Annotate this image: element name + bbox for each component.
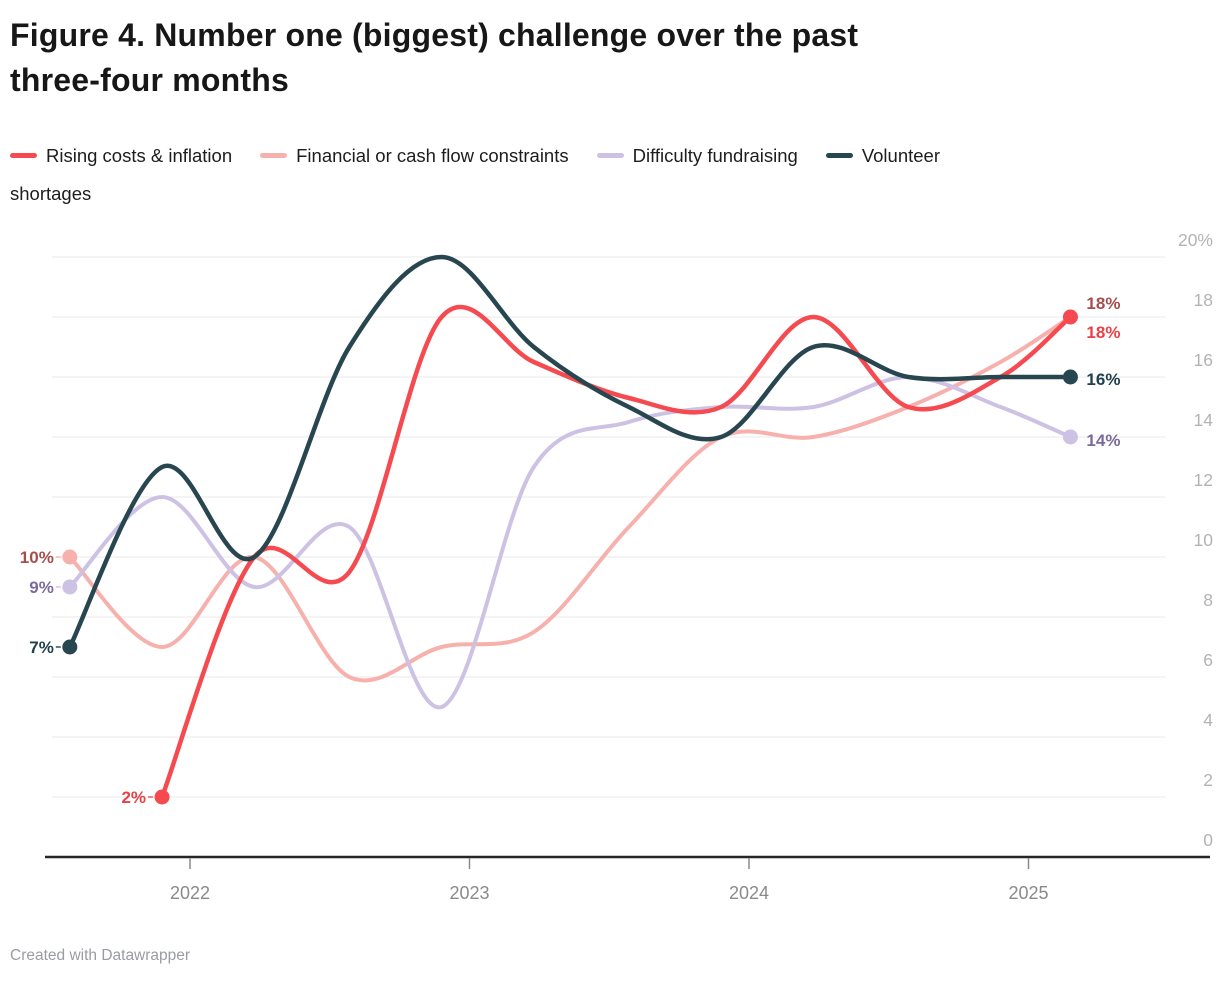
series-start-point-rising <box>154 789 170 805</box>
value-label-end-volunteer: 16% <box>1086 370 1120 389</box>
y-axis-label-12: 12 <box>1194 470 1213 490</box>
series-start-point-financial <box>62 549 78 565</box>
y-axis-label-0: 0 <box>1203 830 1213 850</box>
y-axis-label-16: 16 <box>1194 350 1213 370</box>
series-line-rising <box>159 304 1073 800</box>
y-axis-label-6: 6 <box>1203 650 1213 670</box>
figure-title-line-2: three-four months <box>10 62 289 98</box>
legend-item-financial: Financial or cash flow constraints <box>260 145 569 166</box>
legend-item-volunteer: Volunteer <box>825 145 941 166</box>
legend-item-difficulty: Difficulty fundraising <box>596 145 798 166</box>
value-label-start-difficulty: 9% <box>29 578 54 597</box>
value-label-start-volunteer: 7% <box>29 638 54 657</box>
attribution-text: Created with Datawrapper <box>10 947 191 964</box>
x-axis-label-2024: 2024 <box>729 883 769 903</box>
legend-label-rising: Rising costs & inflation <box>46 145 233 166</box>
y-axis-label-8: 8 <box>1203 590 1213 610</box>
series-line-volunteer <box>67 254 1073 650</box>
legend-swatch-volunteer <box>825 153 853 158</box>
legend-swatch-financial <box>260 153 288 158</box>
value-label-end-rising: 18% <box>1086 323 1120 342</box>
series-end-point-difficulty <box>1062 429 1078 445</box>
figure-title-line-1: Figure 4. Number one (biggest) challenge… <box>10 17 859 53</box>
legend-label-difficulty: Difficulty fundraising <box>632 145 798 166</box>
y-axis-label-18: 18 <box>1194 290 1213 310</box>
x-axis-label-2023: 2023 <box>449 883 489 903</box>
y-axis-label-2: 2 <box>1203 770 1213 790</box>
value-label-end-difficulty: 14% <box>1086 431 1120 450</box>
y-axis-label-10: 10 <box>1194 530 1214 550</box>
value-label-start-financial: 10% <box>20 548 54 567</box>
x-axis-label-2022: 2022 <box>170 883 210 903</box>
y-axis-label-4: 4 <box>1203 710 1213 730</box>
series-end-point-rising <box>1062 309 1078 325</box>
x-axis-label-2025: 2025 <box>1008 883 1048 903</box>
legend-label-financial: Financial or cash flow constraints <box>296 145 569 166</box>
series-line-difficulty <box>67 375 1073 710</box>
series-end-point-volunteer <box>1062 369 1078 385</box>
legend-item-rising: Rising costs & inflation <box>10 145 232 166</box>
series-start-point-volunteer <box>62 639 78 655</box>
legend-label-volunteer-overflow: shortages <box>10 183 92 204</box>
value-label-end-financial: 18% <box>1086 294 1120 313</box>
y-axis-label-20: 20% <box>1178 230 1213 250</box>
figure-title: Figure 4. Number one (biggest) challenge… <box>10 13 858 103</box>
legend-swatch-rising <box>10 153 37 158</box>
legend-label-volunteer: Volunteer <box>861 145 941 166</box>
value-label-start-rising: 2% <box>121 788 146 807</box>
legend-swatch-difficulty <box>596 153 624 158</box>
chart-legend: Rising costs & inflation Financial or cas… <box>10 137 1195 213</box>
y-axis-label-14: 14 <box>1194 410 1214 430</box>
series-start-point-difficulty <box>62 579 78 595</box>
